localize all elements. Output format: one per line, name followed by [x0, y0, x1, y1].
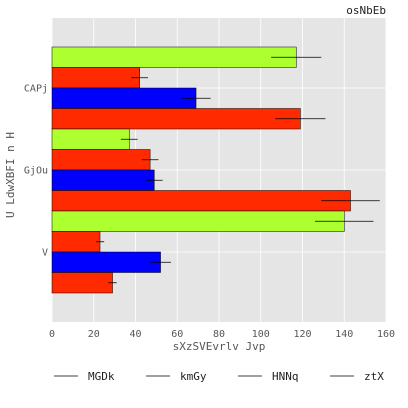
legend-label: ztX — [364, 370, 384, 383]
x-tick-label: 60 — [171, 329, 183, 340]
legend-label: kmGy — [180, 370, 207, 383]
x-tick-label: 40 — [129, 329, 141, 340]
bars-group — [51, 46, 380, 294]
bar — [51, 108, 301, 130]
x-tick-labels: 0 20 40 60 80 100 120 140 160 — [49, 329, 395, 340]
y-axis-label: U LdwXBFI n H — [4, 132, 17, 218]
bar — [51, 46, 297, 68]
x-tick-label: 80 — [213, 329, 225, 340]
x-tick-label: 120 — [293, 329, 311, 340]
bar — [51, 272, 113, 294]
x-axis-label: sXzSVEvrlv Jvp — [173, 340, 266, 353]
bar — [51, 231, 101, 253]
x-tick-label: 100 — [252, 329, 270, 340]
y-tick-label: V — [42, 248, 48, 259]
y-tick-label: CAPj — [24, 84, 48, 95]
x-tick-label: 20 — [88, 329, 100, 340]
y-tick-labels: CAPj GjOu V — [24, 84, 48, 259]
bar — [51, 128, 130, 150]
y-tick-label: GjOu — [24, 166, 48, 177]
bar — [51, 87, 197, 109]
bar — [51, 190, 351, 212]
x-tick-label: 140 — [335, 329, 353, 340]
legend-label: HNNq — [272, 370, 299, 383]
legend-label: MGDk — [88, 370, 115, 383]
bar — [51, 149, 151, 171]
bar — [51, 251, 161, 273]
bar — [51, 67, 140, 89]
bar — [51, 210, 345, 232]
x-tick-label: 160 — [377, 329, 395, 340]
chart-title: osNbEb — [346, 4, 386, 17]
x-tick-label: 0 — [49, 329, 55, 340]
legend: MGDk kmGy HNNq ztX — [54, 370, 384, 383]
bar — [51, 169, 155, 191]
